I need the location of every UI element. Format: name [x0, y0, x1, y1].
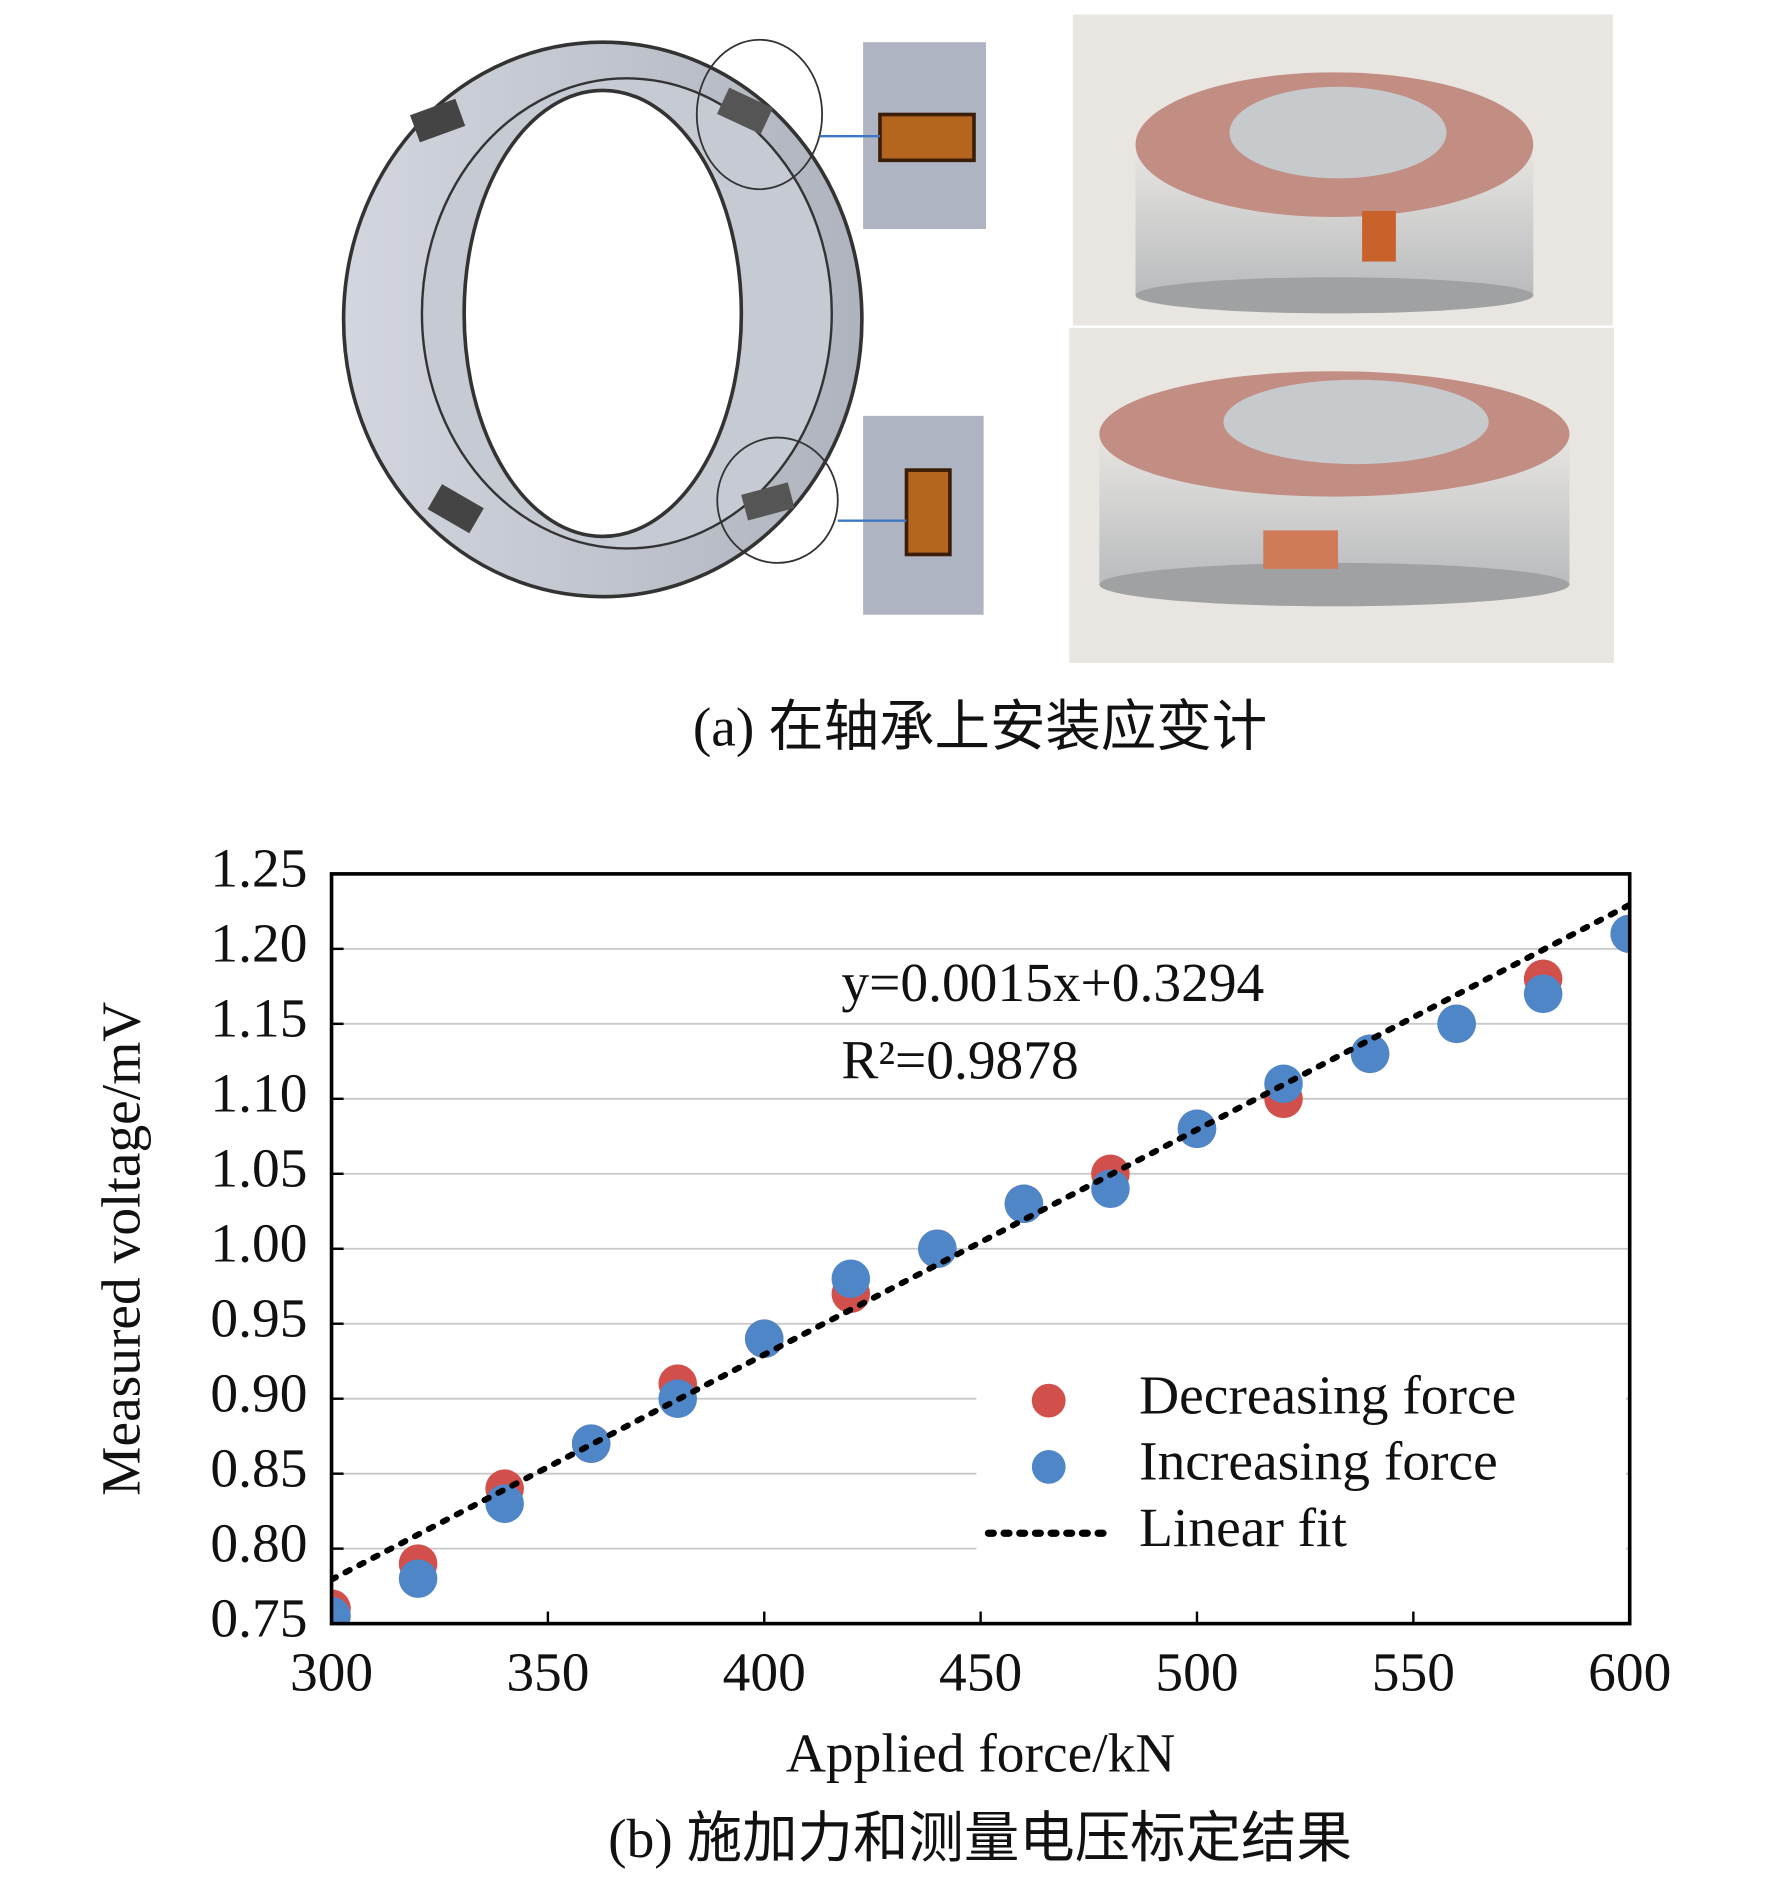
y-tick-label: 1.15: [210, 988, 307, 1049]
plot-area: [331, 901, 1630, 1624]
data-point: [1437, 1004, 1476, 1044]
legend-label: Decreasing force: [1139, 1364, 1516, 1425]
plot-frame: [329, 872, 1632, 1626]
legend-label: Linear fit: [1139, 1497, 1347, 1558]
chart: 0.75 0.80 0.85 0.90 0.95 1.00 1.05 1.10 1.15 1.20…: [90, 838, 1671, 1784]
caption-b: (b) 施加力和测量电压标定结果: [608, 1808, 1352, 1869]
data-point: [1264, 1064, 1303, 1104]
data-point: [1523, 974, 1563, 1014]
legend-swatch: [1031, 1450, 1066, 1484]
x-tick-label: 500: [1155, 1642, 1238, 1703]
y-tick-label: 0.95: [210, 1287, 307, 1348]
annotation: y=0.0015x+0.3294: [841, 952, 1264, 1013]
caption-a: (a) 在轴承上安装应变计: [693, 697, 1267, 758]
data-point: [398, 1559, 438, 1598]
data-point: [1004, 1184, 1044, 1224]
legend-swatch: [1031, 1383, 1066, 1418]
legend-label: Increasing force: [1139, 1431, 1498, 1492]
y-tick-label: 1.05: [210, 1137, 307, 1198]
data-point: [1350, 1034, 1390, 1074]
y-tick-label: 1.25: [210, 838, 307, 899]
data-point: [571, 1424, 611, 1463]
x-tick-label: 550: [1372, 1642, 1455, 1703]
x-tick-label: 350: [506, 1642, 589, 1703]
x-axis-label: Applied force/kN: [786, 1722, 1175, 1783]
y-axis-label: Measured voltage/mV: [90, 1002, 151, 1496]
x-tick-label: 450: [939, 1642, 1022, 1703]
legend-box: [976, 1362, 1627, 1573]
y-tick-label: 0.80: [210, 1512, 307, 1573]
data-point: [918, 1229, 957, 1269]
y-tick-label: 0.85: [210, 1437, 307, 1498]
x-tick-label: 600: [1588, 1642, 1671, 1703]
ring-drawing: [341, 38, 987, 615]
y-tick-label: 1.20: [210, 913, 307, 974]
annotation: R²=0.9878: [841, 1029, 1078, 1090]
bearing-photos: [1069, 14, 1615, 663]
data-point: [485, 1484, 524, 1523]
data-point: [831, 1259, 871, 1299]
data-point: [331, 1596, 351, 1624]
x-tick-label: 400: [723, 1642, 806, 1703]
x-tick-label: 300: [290, 1642, 373, 1703]
y-tick-label: 0.75: [210, 1587, 307, 1648]
data-point: [1610, 914, 1630, 954]
y-tick-label: 0.90: [210, 1362, 307, 1423]
y-tick-label: 1.00: [210, 1212, 307, 1273]
y-tick-label: 1.10: [210, 1063, 307, 1124]
